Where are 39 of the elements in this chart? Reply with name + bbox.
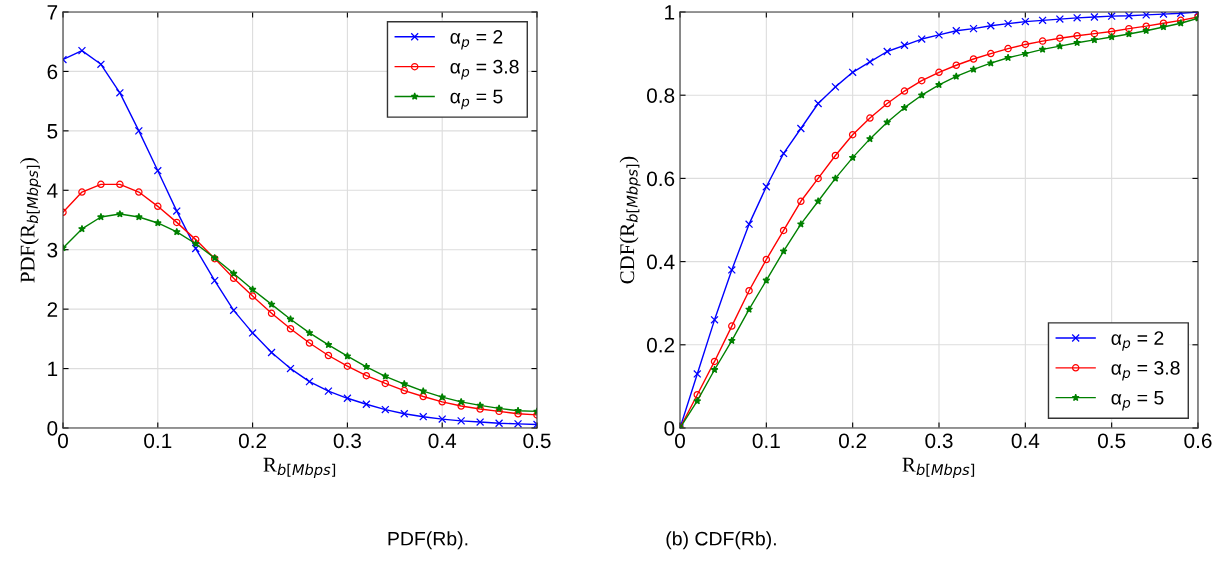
text: (b) CDF(Rb). [666, 531, 776, 550]
x-tick-label: 0.2 [238, 433, 267, 449]
x-tick-label: 0 [675, 433, 685, 449]
x-tick-label: 0.5 [1098, 433, 1126, 449]
y-axis-title: CDF(R$_{b[Mbps]}$) [619, 156, 641, 284]
y-tick-label: 1 [665, 5, 675, 20]
x-tick-label: 0.6 [1184, 433, 1212, 449]
y-tick-label: 2 [47, 302, 58, 317]
y-tick-label: 0.6 [646, 171, 675, 187]
legend-label: α$_{p}$ = 3.8 [1111, 361, 1180, 381]
y-tick-label: 0 [47, 421, 58, 436]
x-axis-title: R$_{b[Mbps]}$ [263, 457, 336, 478]
x-tick-label: 0 [58, 433, 68, 449]
y-tick-label: 1 [48, 361, 58, 377]
y-axis-title: PDF(R$_{b[Mbps]}$) [19, 157, 41, 283]
x-tick-label: 0.4 [428, 433, 457, 449]
y-tick-label: 0.2 [646, 337, 675, 353]
y-tick-label: 0 [664, 421, 675, 436]
legend-label: α$_{p}$ = 5 [1111, 391, 1164, 411]
x-tick-label: 0.2 [839, 433, 867, 449]
y-tick-label: 4 [47, 183, 58, 198]
x-axis-title: R$_{b[Mbps]}$ [902, 457, 975, 478]
y-tick-label: 3 [47, 242, 58, 258]
legend-label: α$_{p}$ = 2 [450, 29, 503, 50]
x-tick-label: 0.5 [523, 433, 551, 449]
x-tick-label: 0.1 [144, 433, 172, 449]
y-tick-label: 7 [47, 5, 58, 20]
y-tick-label: 5 [47, 124, 58, 139]
legend-label: α$_{p}$ = 2 [1111, 331, 1164, 351]
x-tick-label: 0.4 [1011, 433, 1040, 449]
y-tick-label: 0.8 [646, 88, 675, 103]
y-tick-label: 0.4 [646, 254, 675, 270]
y-tick-label: 6 [47, 64, 58, 80]
x-tick-label: 0.3 [333, 433, 361, 449]
x-tick-label: 0.1 [752, 433, 780, 449]
legend-label: α$_{p}$ = 5 [450, 89, 503, 110]
text: PDF(Rb). [388, 531, 468, 550]
x-tick-label: 0.3 [925, 433, 953, 449]
legend-label: α$_{p}$ = 3.8 [450, 59, 519, 80]
